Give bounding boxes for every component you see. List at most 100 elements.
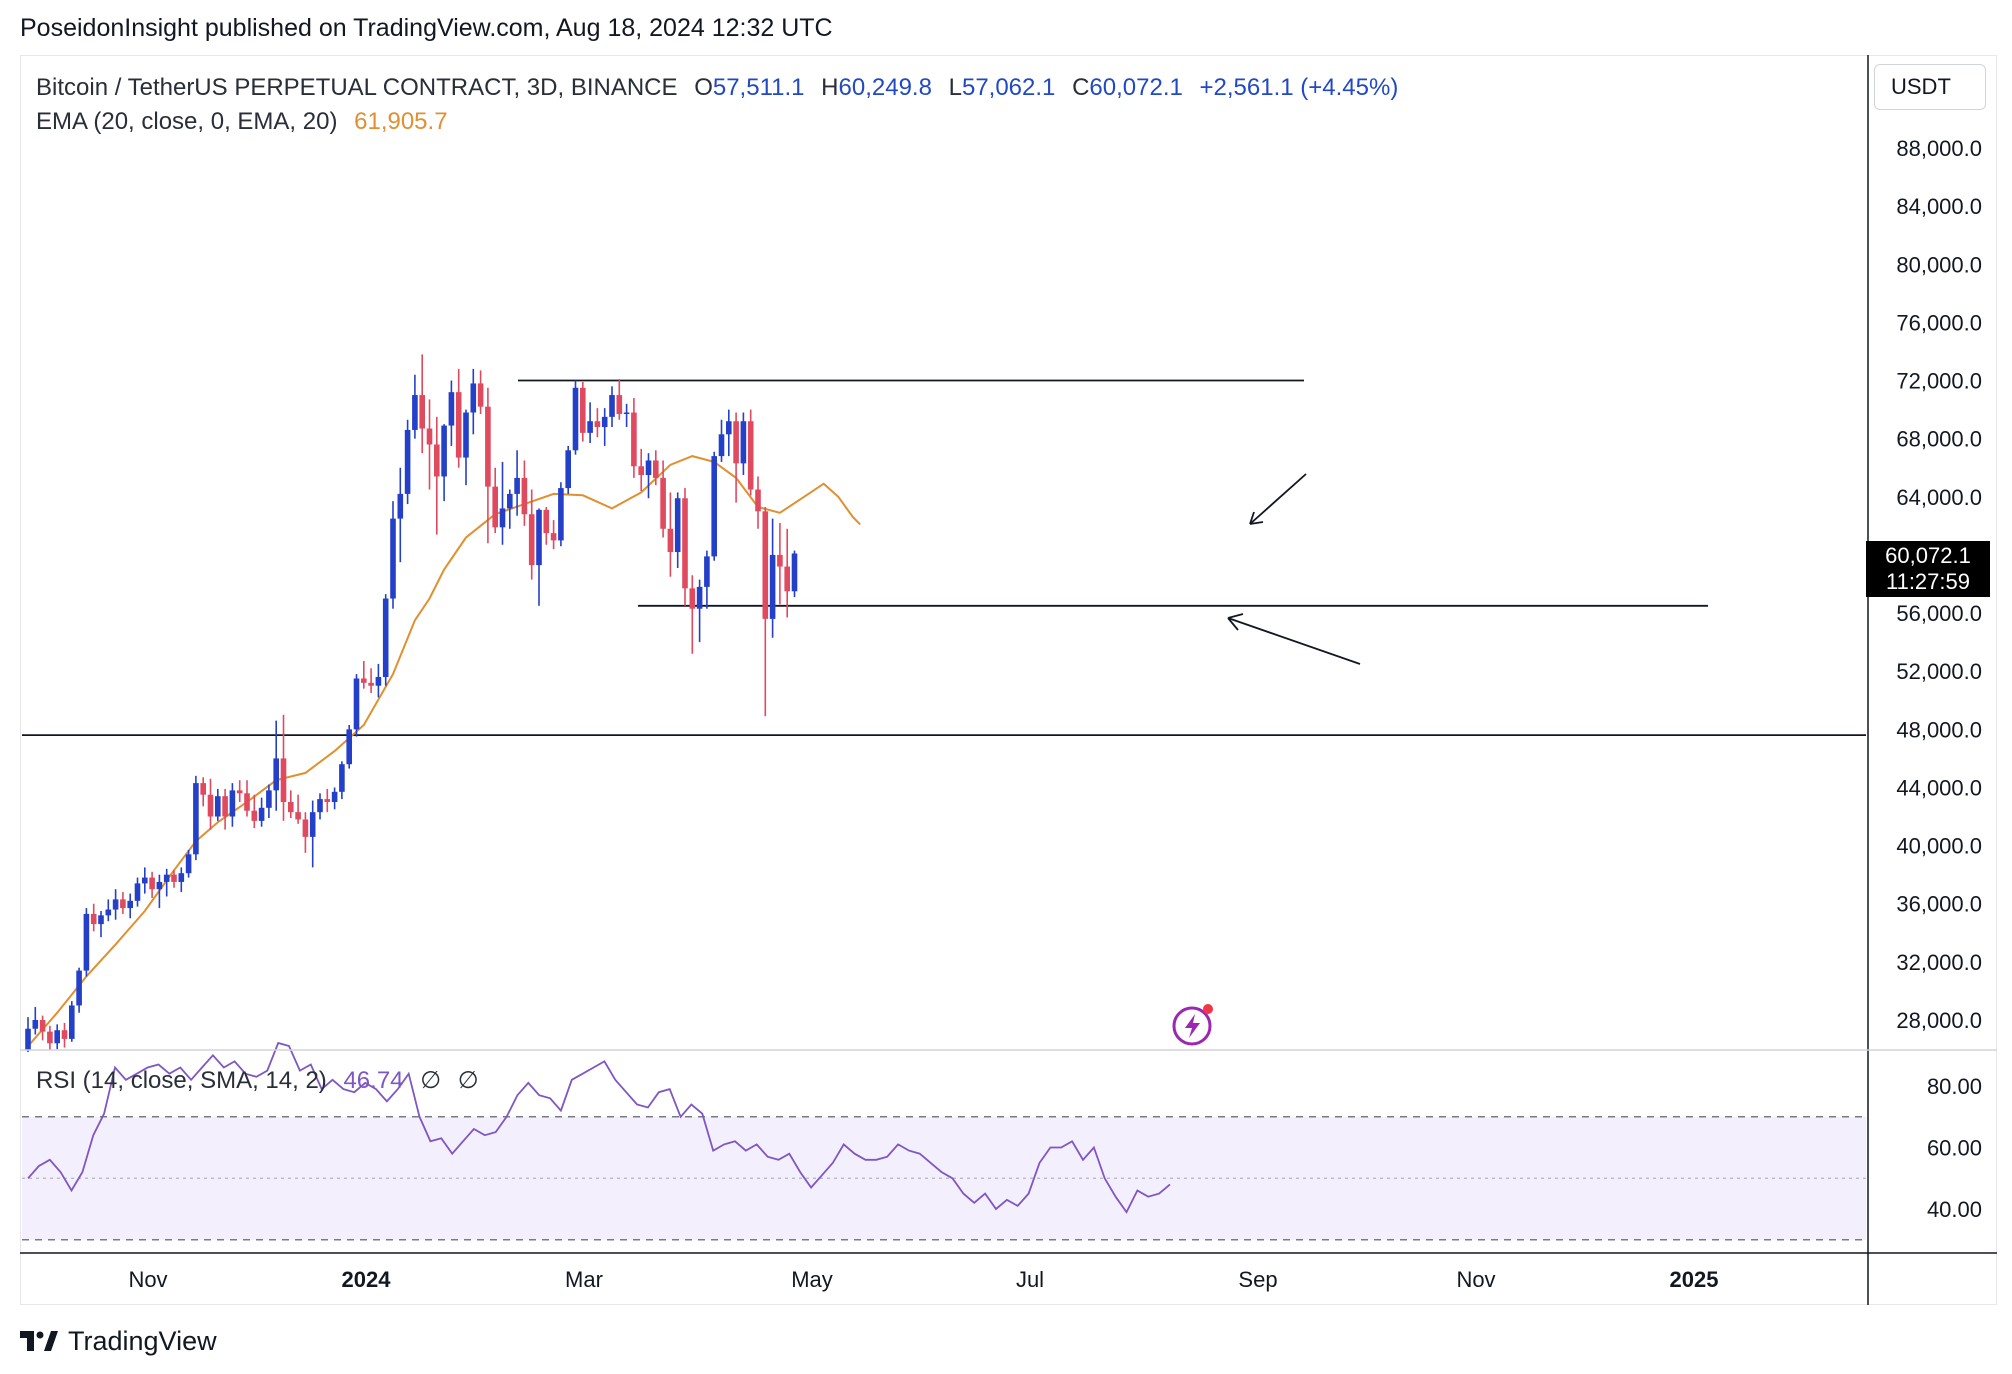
- candle[interactable]: [317, 793, 323, 820]
- candle[interactable]: [601, 408, 608, 446]
- candle[interactable]: [375, 663, 382, 698]
- candle[interactable]: [791, 550, 798, 598]
- candle[interactable]: [397, 467, 404, 563]
- candle[interactable]: [404, 419, 411, 505]
- candle[interactable]: [229, 783, 236, 827]
- candle[interactable]: [368, 668, 374, 693]
- candle[interactable]: [353, 674, 360, 737]
- candle[interactable]: [718, 419, 725, 462]
- ema-line[interactable]: [27, 455, 861, 1047]
- candle[interactable]: [251, 794, 258, 829]
- candle[interactable]: [185, 849, 192, 878]
- rsi-label[interactable]: RSI (14, close, SMA, 14, 2): [36, 1067, 327, 1094]
- candle[interactable]: [76, 967, 82, 1013]
- candle[interactable]: [653, 450, 659, 486]
- candle[interactable]: [39, 1015, 46, 1041]
- candle[interactable]: [521, 460, 528, 526]
- candle[interactable]: [747, 409, 754, 496]
- candle[interactable]: [777, 522, 783, 605]
- lightning-alert-icon[interactable]: [1172, 1002, 1216, 1046]
- candle[interactable]: [200, 777, 206, 807]
- candle[interactable]: [696, 579, 703, 643]
- candle[interactable]: [550, 520, 557, 550]
- candle[interactable]: [25, 1017, 31, 1052]
- candle[interactable]: [47, 1025, 53, 1051]
- candle[interactable]: [309, 800, 316, 868]
- arrow-annotation[interactable]: [1249, 473, 1307, 525]
- candle[interactable]: [295, 794, 301, 824]
- candle[interactable]: [528, 489, 535, 580]
- candle[interactable]: [61, 1022, 68, 1048]
- candle[interactable]: [412, 374, 418, 439]
- candle[interactable]: [455, 368, 462, 468]
- candle[interactable]: [448, 380, 455, 446]
- candle[interactable]: [572, 380, 579, 455]
- candle[interactable]: [266, 784, 272, 818]
- rsi-line[interactable]: [27, 1041, 1171, 1214]
- candle[interactable]: [434, 416, 440, 535]
- candle[interactable]: [90, 903, 97, 932]
- candle[interactable]: [105, 899, 112, 922]
- arrow-annotation[interactable]: [1227, 613, 1361, 665]
- candle[interactable]: [156, 874, 163, 909]
- candle[interactable]: [631, 397, 637, 478]
- candle[interactable]: [660, 460, 666, 538]
- candle[interactable]: [193, 775, 199, 861]
- candle[interactable]: [258, 797, 265, 827]
- candle[interactable]: [142, 867, 148, 894]
- candle[interactable]: [769, 518, 776, 638]
- candle[interactable]: [711, 451, 717, 561]
- candle[interactable]: [361, 661, 367, 689]
- candle[interactable]: [565, 445, 571, 494]
- candle[interactable]: [543, 506, 550, 545]
- footer-brand[interactable]: TradingView: [20, 1326, 217, 1357]
- candle[interactable]: [273, 720, 279, 811]
- candle[interactable]: [302, 812, 309, 853]
- candle[interactable]: [331, 787, 338, 810]
- candle[interactable]: [638, 448, 644, 491]
- candle[interactable]: [733, 412, 739, 503]
- candle[interactable]: [54, 1024, 60, 1050]
- candle[interactable]: [609, 386, 615, 428]
- candle[interactable]: [645, 453, 652, 499]
- candle[interactable]: [580, 381, 586, 442]
- candle[interactable]: [280, 714, 287, 821]
- candle[interactable]: [171, 870, 177, 888]
- candle[interactable]: [441, 424, 447, 502]
- symbol-title[interactable]: Bitcoin / TetherUS PERPETUAL CONTRACT, 3…: [36, 74, 678, 101]
- candle[interactable]: [762, 506, 769, 717]
- candle[interactable]: [83, 908, 90, 977]
- candle[interactable]: [419, 354, 425, 454]
- candle[interactable]: [426, 399, 433, 490]
- candle[interactable]: [69, 1001, 75, 1042]
- candle[interactable]: [112, 889, 119, 920]
- candle[interactable]: [558, 482, 564, 547]
- candle[interactable]: [726, 409, 732, 457]
- candle[interactable]: [98, 911, 104, 938]
- candle[interactable]: [689, 575, 696, 654]
- candle[interactable]: [288, 790, 294, 818]
- candle[interactable]: [477, 370, 484, 414]
- candle[interactable]: [463, 409, 469, 486]
- candle[interactable]: [492, 467, 498, 534]
- candle[interactable]: [704, 550, 710, 609]
- candle[interactable]: [470, 368, 477, 435]
- candle[interactable]: [236, 780, 243, 802]
- candle[interactable]: [149, 871, 155, 898]
- candle[interactable]: [514, 450, 520, 516]
- candle[interactable]: [390, 501, 396, 609]
- candle[interactable]: [667, 492, 674, 577]
- candle[interactable]: [740, 412, 747, 475]
- candle[interactable]: [244, 780, 250, 817]
- candle[interactable]: [134, 877, 141, 907]
- candle[interactable]: [755, 476, 761, 529]
- candle[interactable]: [32, 1006, 39, 1035]
- candle[interactable]: [784, 528, 790, 618]
- candle[interactable]: [623, 403, 630, 428]
- candle[interactable]: [222, 788, 228, 830]
- candle[interactable]: [346, 724, 352, 769]
- candle[interactable]: [587, 402, 593, 444]
- candle[interactable]: [127, 893, 133, 919]
- candle[interactable]: [536, 508, 542, 606]
